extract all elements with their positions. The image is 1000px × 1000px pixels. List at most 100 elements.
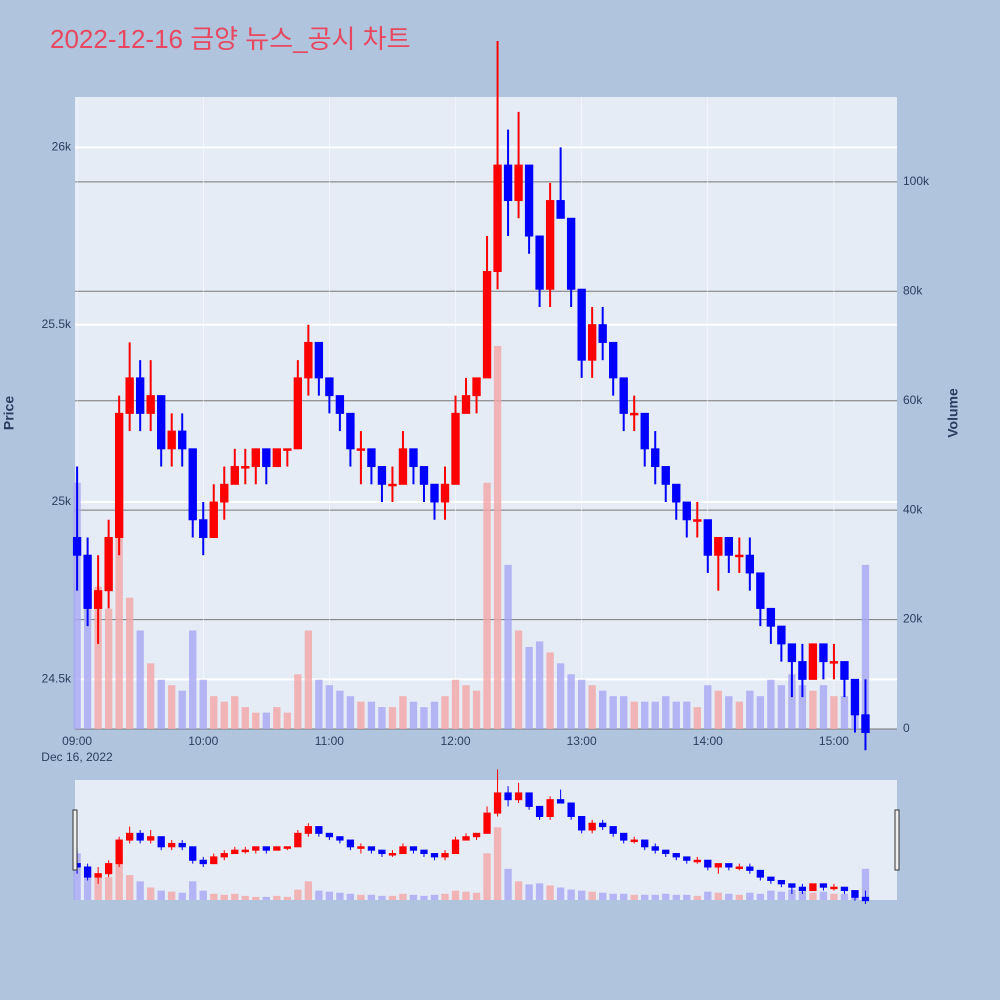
candle-body (304, 341, 313, 379)
x-tick-label: 12:00 (441, 734, 471, 748)
volume-bar (840, 893, 849, 900)
candle-body (304, 826, 313, 834)
volume-bar (493, 827, 502, 900)
volume-bar (241, 895, 249, 900)
candle-body (262, 846, 270, 851)
volume-bar (73, 482, 81, 729)
volume-bar (683, 894, 691, 900)
y2-tick-label: 80k (903, 283, 923, 297)
candle-body (293, 377, 303, 450)
chart-title: 2022-12-16 금양 뉴스_공시 차트 (50, 24, 411, 54)
candle-body (146, 395, 155, 414)
candle-body (451, 839, 460, 855)
y2-tick-label: 40k (903, 502, 923, 516)
volume-bar (430, 701, 439, 729)
candle-body (251, 448, 260, 468)
volume-bar (819, 891, 828, 900)
volume-bar (136, 630, 144, 729)
volume-bar (683, 701, 691, 729)
volume-bar (199, 679, 207, 729)
candle-body (704, 859, 712, 868)
candle-body (461, 395, 471, 414)
candle-body (809, 883, 817, 892)
volume-bar (104, 877, 113, 900)
volume-bar (262, 712, 270, 729)
x-date-label: Dec 16, 2022 (41, 750, 113, 764)
volume-bar (420, 707, 428, 729)
candle-body (672, 483, 681, 503)
candle-body (672, 853, 680, 858)
volume-bar (798, 685, 807, 729)
candle-body (662, 849, 670, 855)
candle-body (609, 826, 617, 834)
candle-body (620, 832, 628, 841)
volume-bar (598, 690, 607, 729)
candle-body (787, 643, 797, 663)
candle-body (588, 822, 596, 831)
candle-body (725, 863, 733, 868)
candle-body (104, 863, 113, 875)
candle-body (714, 536, 723, 556)
candle-body (104, 536, 113, 592)
volume-bar (567, 889, 575, 900)
candle-body (693, 519, 702, 522)
volume-bar (788, 674, 796, 729)
candle-body (587, 324, 597, 361)
volume-bar (840, 696, 849, 729)
volume-bar (714, 690, 722, 729)
volume-bar (220, 701, 228, 729)
volume-bar (830, 696, 838, 729)
volume-bar (399, 893, 407, 900)
candle-body (735, 554, 744, 558)
candle-body (167, 430, 176, 450)
volume-bar (304, 630, 313, 729)
candle-body (168, 842, 176, 848)
candle-body (651, 448, 660, 468)
volume-bar (94, 872, 102, 900)
volume-bar (735, 894, 744, 900)
volume-bar (861, 564, 870, 729)
volume-bar (725, 696, 733, 729)
volume-bar (430, 894, 439, 900)
candle-body (315, 826, 323, 834)
volume-bar (83, 868, 92, 900)
candle-body (482, 270, 492, 379)
volume-bar (504, 564, 512, 729)
volume-bar (693, 895, 701, 900)
volume-bar (252, 896, 260, 900)
volume-bar (620, 893, 628, 900)
volume-bar (252, 712, 260, 729)
y-tick-label: 24.5k (42, 672, 72, 686)
candle-body (157, 836, 165, 848)
volume-bar (588, 891, 596, 900)
volume-bar (620, 696, 628, 729)
candle-body (598, 324, 607, 343)
volume-bar (199, 890, 207, 900)
volume-bar (346, 696, 355, 729)
x-tick-label: 15:00 (819, 734, 849, 748)
candle-body (630, 412, 639, 416)
candle-body (230, 466, 239, 485)
candle-body (367, 846, 376, 851)
range-handle[interactable] (894, 809, 900, 871)
volume-bar (273, 895, 281, 900)
volume-bar (672, 894, 680, 900)
candle-body (735, 866, 743, 870)
candle-body (126, 832, 134, 841)
candle-body (756, 869, 765, 878)
candle-body (578, 815, 586, 831)
candle-body (514, 164, 523, 202)
candle-body (599, 822, 607, 828)
candle-body (556, 200, 565, 219)
range-handle[interactable] (72, 809, 78, 871)
candle-body (451, 412, 460, 485)
volume-bar (178, 690, 186, 729)
candle-body (714, 863, 722, 868)
candle-body (346, 412, 355, 450)
candle-body (493, 792, 502, 814)
candle-body (829, 661, 839, 664)
volume-bar (336, 690, 344, 729)
volume-bar (746, 892, 754, 900)
candle-body (357, 846, 365, 849)
volume-bar (462, 891, 470, 900)
